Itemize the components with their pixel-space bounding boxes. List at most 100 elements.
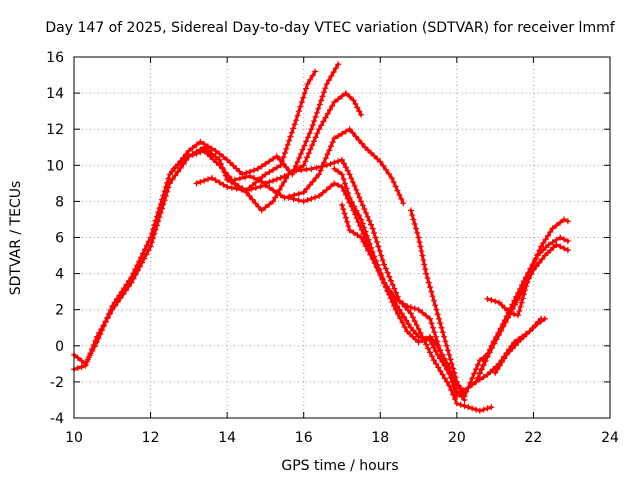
data-point: [516, 307, 523, 314]
data-point: [549, 239, 556, 246]
data-point: [557, 219, 564, 226]
data-point: [457, 401, 464, 408]
data-point: [405, 321, 412, 328]
data-point: [95, 335, 102, 342]
data-point: [496, 362, 503, 369]
data-point: [216, 162, 223, 169]
data-point: [346, 171, 353, 178]
data-point: [345, 190, 352, 197]
data-point: [382, 265, 389, 272]
data-point: [538, 243, 545, 250]
data-point: [288, 129, 295, 136]
data-point: [388, 174, 395, 181]
data-point: [315, 105, 322, 112]
data-point: [301, 142, 308, 149]
data-point: [396, 191, 403, 198]
data-point: [277, 174, 284, 181]
data-point: [342, 214, 349, 221]
data-point: [324, 110, 331, 117]
data-point: [369, 225, 376, 232]
data-point: [243, 187, 250, 194]
data-point: [197, 149, 204, 156]
data-point: [303, 185, 310, 192]
data-point: [465, 384, 472, 391]
data-point: [424, 275, 431, 282]
data-point: [354, 104, 361, 111]
markers-trace-9: [407, 207, 491, 400]
data-point: [476, 369, 483, 376]
data-point: [509, 301, 516, 308]
data-point: [476, 407, 483, 414]
data-point: [166, 171, 173, 178]
data-point: [409, 211, 416, 218]
data-point: [353, 207, 360, 214]
data-point: [141, 246, 148, 253]
series-trace-1: [72, 69, 317, 371]
data-point: [145, 247, 152, 254]
data-point: [342, 128, 349, 135]
data-point: [379, 275, 386, 282]
markers-trace-13: [492, 315, 548, 376]
data-point: [327, 160, 334, 167]
data-point: [373, 263, 380, 270]
data-point: [220, 153, 227, 160]
data-point: [320, 89, 327, 96]
data-point: [358, 234, 365, 241]
data-point: [116, 292, 123, 299]
data-point: [306, 130, 313, 137]
data-point: [249, 196, 256, 203]
data-point: [346, 227, 353, 234]
data-point: [492, 369, 499, 376]
data-point: [381, 279, 388, 286]
data-point: [309, 178, 316, 185]
data-point: [441, 375, 448, 382]
data-point: [433, 306, 440, 313]
data-point: [487, 368, 494, 375]
data-point: [564, 247, 571, 254]
data-point: [255, 203, 262, 210]
data-point: [104, 315, 111, 322]
markers-trace-12: [484, 216, 571, 319]
data-point: [312, 134, 319, 141]
data-point: [437, 320, 444, 327]
data-point: [283, 164, 290, 171]
data-point: [121, 285, 128, 292]
data-point: [327, 183, 334, 190]
data-point: [415, 306, 422, 313]
data-point: [136, 258, 143, 265]
data-point: [148, 230, 155, 237]
data-point: [308, 126, 315, 133]
data-point: [473, 406, 479, 413]
data-point: [236, 175, 243, 182]
data-point: [254, 176, 261, 183]
data-point: [300, 162, 307, 169]
y-tick-label: 10: [46, 158, 64, 174]
data-point: [270, 177, 277, 184]
data-point: [74, 354, 81, 361]
data-point: [534, 251, 541, 258]
data-point: [343, 185, 350, 192]
data-point: [132, 266, 139, 273]
data-point: [105, 311, 112, 318]
data-point: [430, 357, 437, 364]
data-point: [385, 170, 392, 177]
data-point: [270, 198, 277, 205]
data-point: [246, 192, 253, 199]
x-tick-label: 18: [371, 430, 389, 446]
markers-trace-3: [170, 90, 365, 214]
data-point: [358, 198, 365, 205]
data-point: [432, 302, 439, 309]
data-point: [273, 189, 280, 196]
data-point: [517, 285, 524, 292]
data-point: [174, 162, 181, 169]
data-point: [533, 255, 540, 262]
data-point: [341, 210, 348, 217]
data-point: [483, 354, 490, 361]
data-point: [411, 318, 418, 325]
data-point: [368, 150, 375, 157]
data-point: [530, 324, 537, 331]
data-point: [285, 171, 292, 178]
data-point: [141, 255, 148, 262]
data-point: [286, 137, 293, 144]
data-point: [423, 335, 430, 342]
